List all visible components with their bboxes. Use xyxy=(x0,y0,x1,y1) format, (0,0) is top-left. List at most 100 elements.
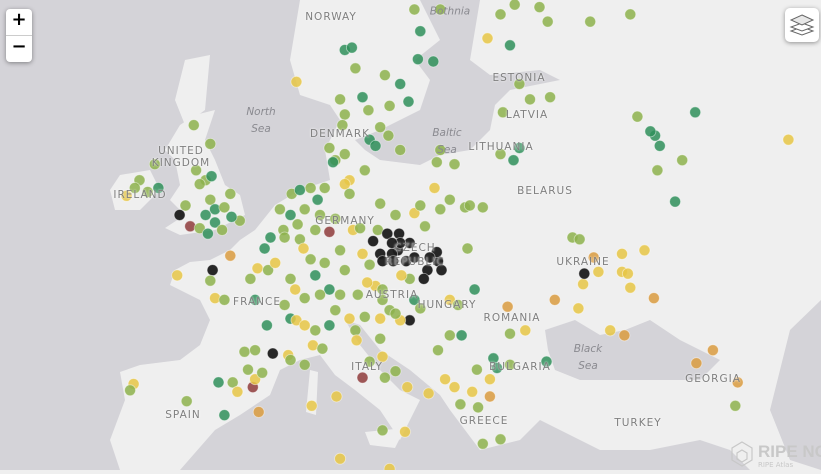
probe-marker[interactable] xyxy=(389,209,402,221)
probe-marker[interactable] xyxy=(298,319,311,332)
probe-marker[interactable] xyxy=(244,272,257,285)
probe-marker[interactable] xyxy=(448,381,461,394)
probe-marker[interactable] xyxy=(387,255,400,268)
probe-marker[interactable] xyxy=(452,299,464,311)
probe-marker[interactable] xyxy=(141,186,154,198)
probe-marker[interactable] xyxy=(334,93,347,106)
probe-marker[interactable] xyxy=(216,224,229,236)
zoom-in-button[interactable]: + xyxy=(11,9,27,30)
probe-marker[interactable] xyxy=(323,225,336,238)
probe-marker[interactable] xyxy=(584,15,597,28)
probe-marker[interactable] xyxy=(204,137,217,150)
probe-marker[interactable] xyxy=(350,334,363,347)
probe-marker[interactable] xyxy=(491,362,503,374)
probe-marker[interactable] xyxy=(304,253,317,266)
probe-marker[interactable] xyxy=(338,264,351,277)
probe-marker[interactable] xyxy=(508,0,521,11)
probe-marker[interactable] xyxy=(476,201,489,214)
probe-marker[interactable] xyxy=(513,78,526,90)
probe-marker[interactable] xyxy=(376,424,389,437)
probe-marker[interactable] xyxy=(731,376,744,389)
probe-marker[interactable] xyxy=(260,319,273,332)
probe-marker[interactable] xyxy=(128,182,141,194)
probe-marker[interactable] xyxy=(624,281,637,294)
probe-marker[interactable] xyxy=(298,358,311,371)
probe-marker[interactable] xyxy=(367,235,380,248)
probe-marker[interactable] xyxy=(284,209,297,221)
probe-marker[interactable] xyxy=(414,302,427,315)
probe-marker[interactable] xyxy=(434,3,447,16)
probe-marker[interactable] xyxy=(316,342,329,355)
probe-marker[interactable] xyxy=(256,366,269,379)
probe-marker[interactable] xyxy=(334,452,347,465)
probe-marker[interactable] xyxy=(354,222,367,235)
probe-marker[interactable] xyxy=(363,258,376,271)
probe-marker[interactable] xyxy=(351,288,364,301)
probe-marker[interactable] xyxy=(676,154,689,167)
probe-marker[interactable] xyxy=(524,93,536,106)
probe-marker[interactable] xyxy=(264,231,277,244)
probe-marker[interactable] xyxy=(374,197,387,210)
probe-marker[interactable] xyxy=(318,256,331,269)
probe-marker[interactable] xyxy=(466,385,479,398)
probe-marker[interactable] xyxy=(242,363,254,376)
probe-marker[interactable] xyxy=(494,433,507,446)
probe-marker[interactable] xyxy=(448,158,461,171)
probe-marker[interactable] xyxy=(251,262,264,275)
probe-marker[interactable] xyxy=(386,237,398,249)
probe-marker[interactable] xyxy=(378,371,391,384)
probe-marker[interactable] xyxy=(225,210,238,223)
probe-marker[interactable] xyxy=(224,187,237,200)
probe-marker[interactable] xyxy=(434,203,447,216)
probe-marker[interactable] xyxy=(577,278,589,291)
probe-marker[interactable] xyxy=(644,125,657,138)
probe-marker[interactable] xyxy=(653,139,666,152)
probe-marker[interactable] xyxy=(504,327,516,340)
probe-marker[interactable] xyxy=(338,108,351,121)
probe-marker[interactable] xyxy=(540,355,553,368)
probe-marker[interactable] xyxy=(513,142,526,154)
probe-marker[interactable] xyxy=(120,189,133,202)
probe-marker[interactable] xyxy=(507,154,520,167)
probe-marker[interactable] xyxy=(231,385,244,398)
probe-marker[interactable] xyxy=(179,199,192,212)
probe-marker[interactable] xyxy=(389,307,402,320)
probe-marker[interactable] xyxy=(422,387,435,400)
probe-marker[interactable] xyxy=(439,373,452,386)
probe-marker[interactable] xyxy=(269,256,282,269)
probe-marker[interactable] xyxy=(573,233,586,246)
probe-marker[interactable] xyxy=(690,357,703,370)
probe-marker[interactable] xyxy=(463,199,476,212)
probe-marker[interactable] xyxy=(206,264,219,277)
probe-marker[interactable] xyxy=(258,242,271,255)
probe-marker[interactable] xyxy=(468,283,481,296)
probe-marker[interactable] xyxy=(428,182,441,194)
probe-marker[interactable] xyxy=(218,201,231,214)
probe-marker[interactable] xyxy=(190,164,203,177)
probe-marker[interactable] xyxy=(343,312,356,325)
probe-marker[interactable] xyxy=(548,293,561,306)
probe-marker[interactable] xyxy=(311,193,324,206)
probe-marker[interactable] xyxy=(305,399,318,412)
probe-marker[interactable] xyxy=(266,347,279,360)
probe-marker[interactable] xyxy=(430,156,443,169)
probe-marker[interactable] xyxy=(334,244,347,257)
probe-marker[interactable] xyxy=(218,409,231,422)
probe-marker[interactable] xyxy=(411,53,424,66)
probe-marker[interactable] xyxy=(592,265,605,278)
probe-marker[interactable] xyxy=(218,293,231,306)
probe-marker[interactable] xyxy=(376,350,389,363)
probe-marker[interactable] xyxy=(689,106,702,119)
probe-marker[interactable] xyxy=(435,264,448,277)
probe-marker[interactable] xyxy=(378,69,391,81)
probe-marker[interactable] xyxy=(494,8,507,21)
layers-button[interactable] xyxy=(785,8,819,42)
probe-marker[interactable] xyxy=(297,242,310,255)
probe-marker[interactable] xyxy=(318,182,331,194)
probe-marker[interactable] xyxy=(124,384,137,397)
probe-marker[interactable] xyxy=(323,142,336,154)
probe-marker[interactable] xyxy=(289,283,302,296)
probe-marker[interactable] xyxy=(401,381,414,394)
probe-marker[interactable] xyxy=(432,344,444,357)
